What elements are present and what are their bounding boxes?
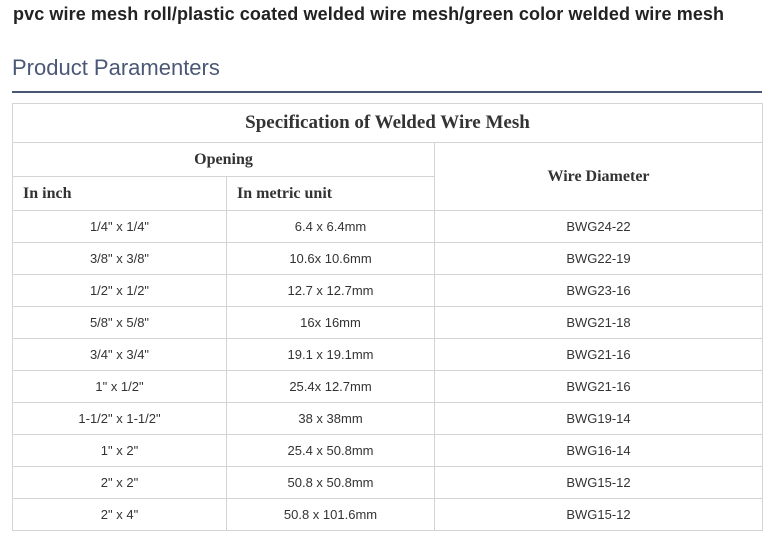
caption-row: Specification of Welded Wire Mesh	[12, 103, 763, 143]
opening-header-row: Opening Wire Diameter	[12, 142, 763, 211]
inch-cell: 5/8" x 5/8"	[12, 306, 227, 339]
inch-cell: 1" x 2"	[12, 434, 227, 467]
table-row: 1/4" x 1/4" 6.4 x 6.4mm BWG24-22	[12, 210, 763, 243]
wire-diameter-cell: BWG16-14	[434, 434, 763, 467]
table-caption: Specification of Welded Wire Mesh	[12, 103, 763, 143]
table-row: 1/2" x 1/2" 12.7 x 12.7mm BWG23-16	[12, 274, 763, 307]
table-row: 1" x 1/2" 25.4x 12.7mm BWG21-16	[12, 370, 763, 403]
metric-cell: 50.8 x 50.8mm	[226, 466, 435, 499]
metric-cell: 6.4 x 6.4mm	[226, 210, 435, 243]
wire-diameter-cell: BWG24-22	[434, 210, 763, 243]
opening-header: Opening	[12, 142, 435, 177]
wire-diameter-cell: BWG19-14	[434, 402, 763, 435]
spec-table: Specification of Welded Wire Mesh Openin…	[12, 103, 763, 531]
page-title: pvc wire mesh roll/plastic coated welded…	[13, 4, 725, 24]
inch-cell: 2" x 4"	[12, 498, 227, 531]
inch-cell: 3/8" x 3/8"	[12, 242, 227, 275]
inch-cell: 1" x 1/2"	[12, 370, 227, 403]
metric-cell: 16x 16mm	[226, 306, 435, 339]
metric-cell: 19.1 x 19.1mm	[226, 338, 435, 371]
table-row: 1" x 2" 25.4 x 50.8mm BWG16-14	[12, 434, 763, 467]
metric-cell: 10.6x 10.6mm	[226, 242, 435, 275]
metric-cell: 50.8 x 101.6mm	[226, 498, 435, 531]
table-row: 1-1/2" x 1-1/2" 38 x 38mm BWG19-14	[12, 402, 763, 435]
section-divider	[12, 91, 762, 93]
table-row: 2" x 4" 50.8 x 101.6mm BWG15-12	[12, 498, 763, 531]
unit-header-row: In inch In metric unit	[12, 176, 763, 211]
wire-diameter-header: Wire Diameter	[434, 142, 763, 211]
metric-cell: 25.4x 12.7mm	[226, 370, 435, 403]
metric-cell: 38 x 38mm	[226, 402, 435, 435]
metric-header: In metric unit	[226, 176, 435, 211]
wire-diameter-cell: BWG22-19	[434, 242, 763, 275]
inch-cell: 1/2" x 1/2"	[12, 274, 227, 307]
wire-diameter-cell: BWG21-16	[434, 370, 763, 403]
section-heading: Product Paramenters	[12, 55, 220, 80]
table-row: 2" x 2" 50.8 x 50.8mm BWG15-12	[12, 466, 763, 499]
table-row: 5/8" x 5/8" 16x 16mm BWG21-18	[12, 306, 763, 339]
metric-cell: 25.4 x 50.8mm	[226, 434, 435, 467]
table-row: 3/8" x 3/8" 10.6x 10.6mm BWG22-19	[12, 242, 763, 275]
inch-cell: 3/4" x 3/4"	[12, 338, 227, 371]
inch-header: In inch	[12, 176, 227, 211]
metric-cell: 12.7 x 12.7mm	[226, 274, 435, 307]
wire-diameter-cell: BWG15-12	[434, 498, 763, 531]
wire-diameter-cell: BWG21-18	[434, 306, 763, 339]
table-row: 3/4" x 3/4" 19.1 x 19.1mm BWG21-16	[12, 338, 763, 371]
inch-cell: 1/4" x 1/4"	[12, 210, 227, 243]
wire-diameter-cell: BWG21-16	[434, 338, 763, 371]
inch-cell: 1-1/2" x 1-1/2"	[12, 402, 227, 435]
wire-diameter-cell: BWG23-16	[434, 274, 763, 307]
wire-diameter-cell: BWG15-12	[434, 466, 763, 499]
inch-cell: 2" x 2"	[12, 466, 227, 499]
